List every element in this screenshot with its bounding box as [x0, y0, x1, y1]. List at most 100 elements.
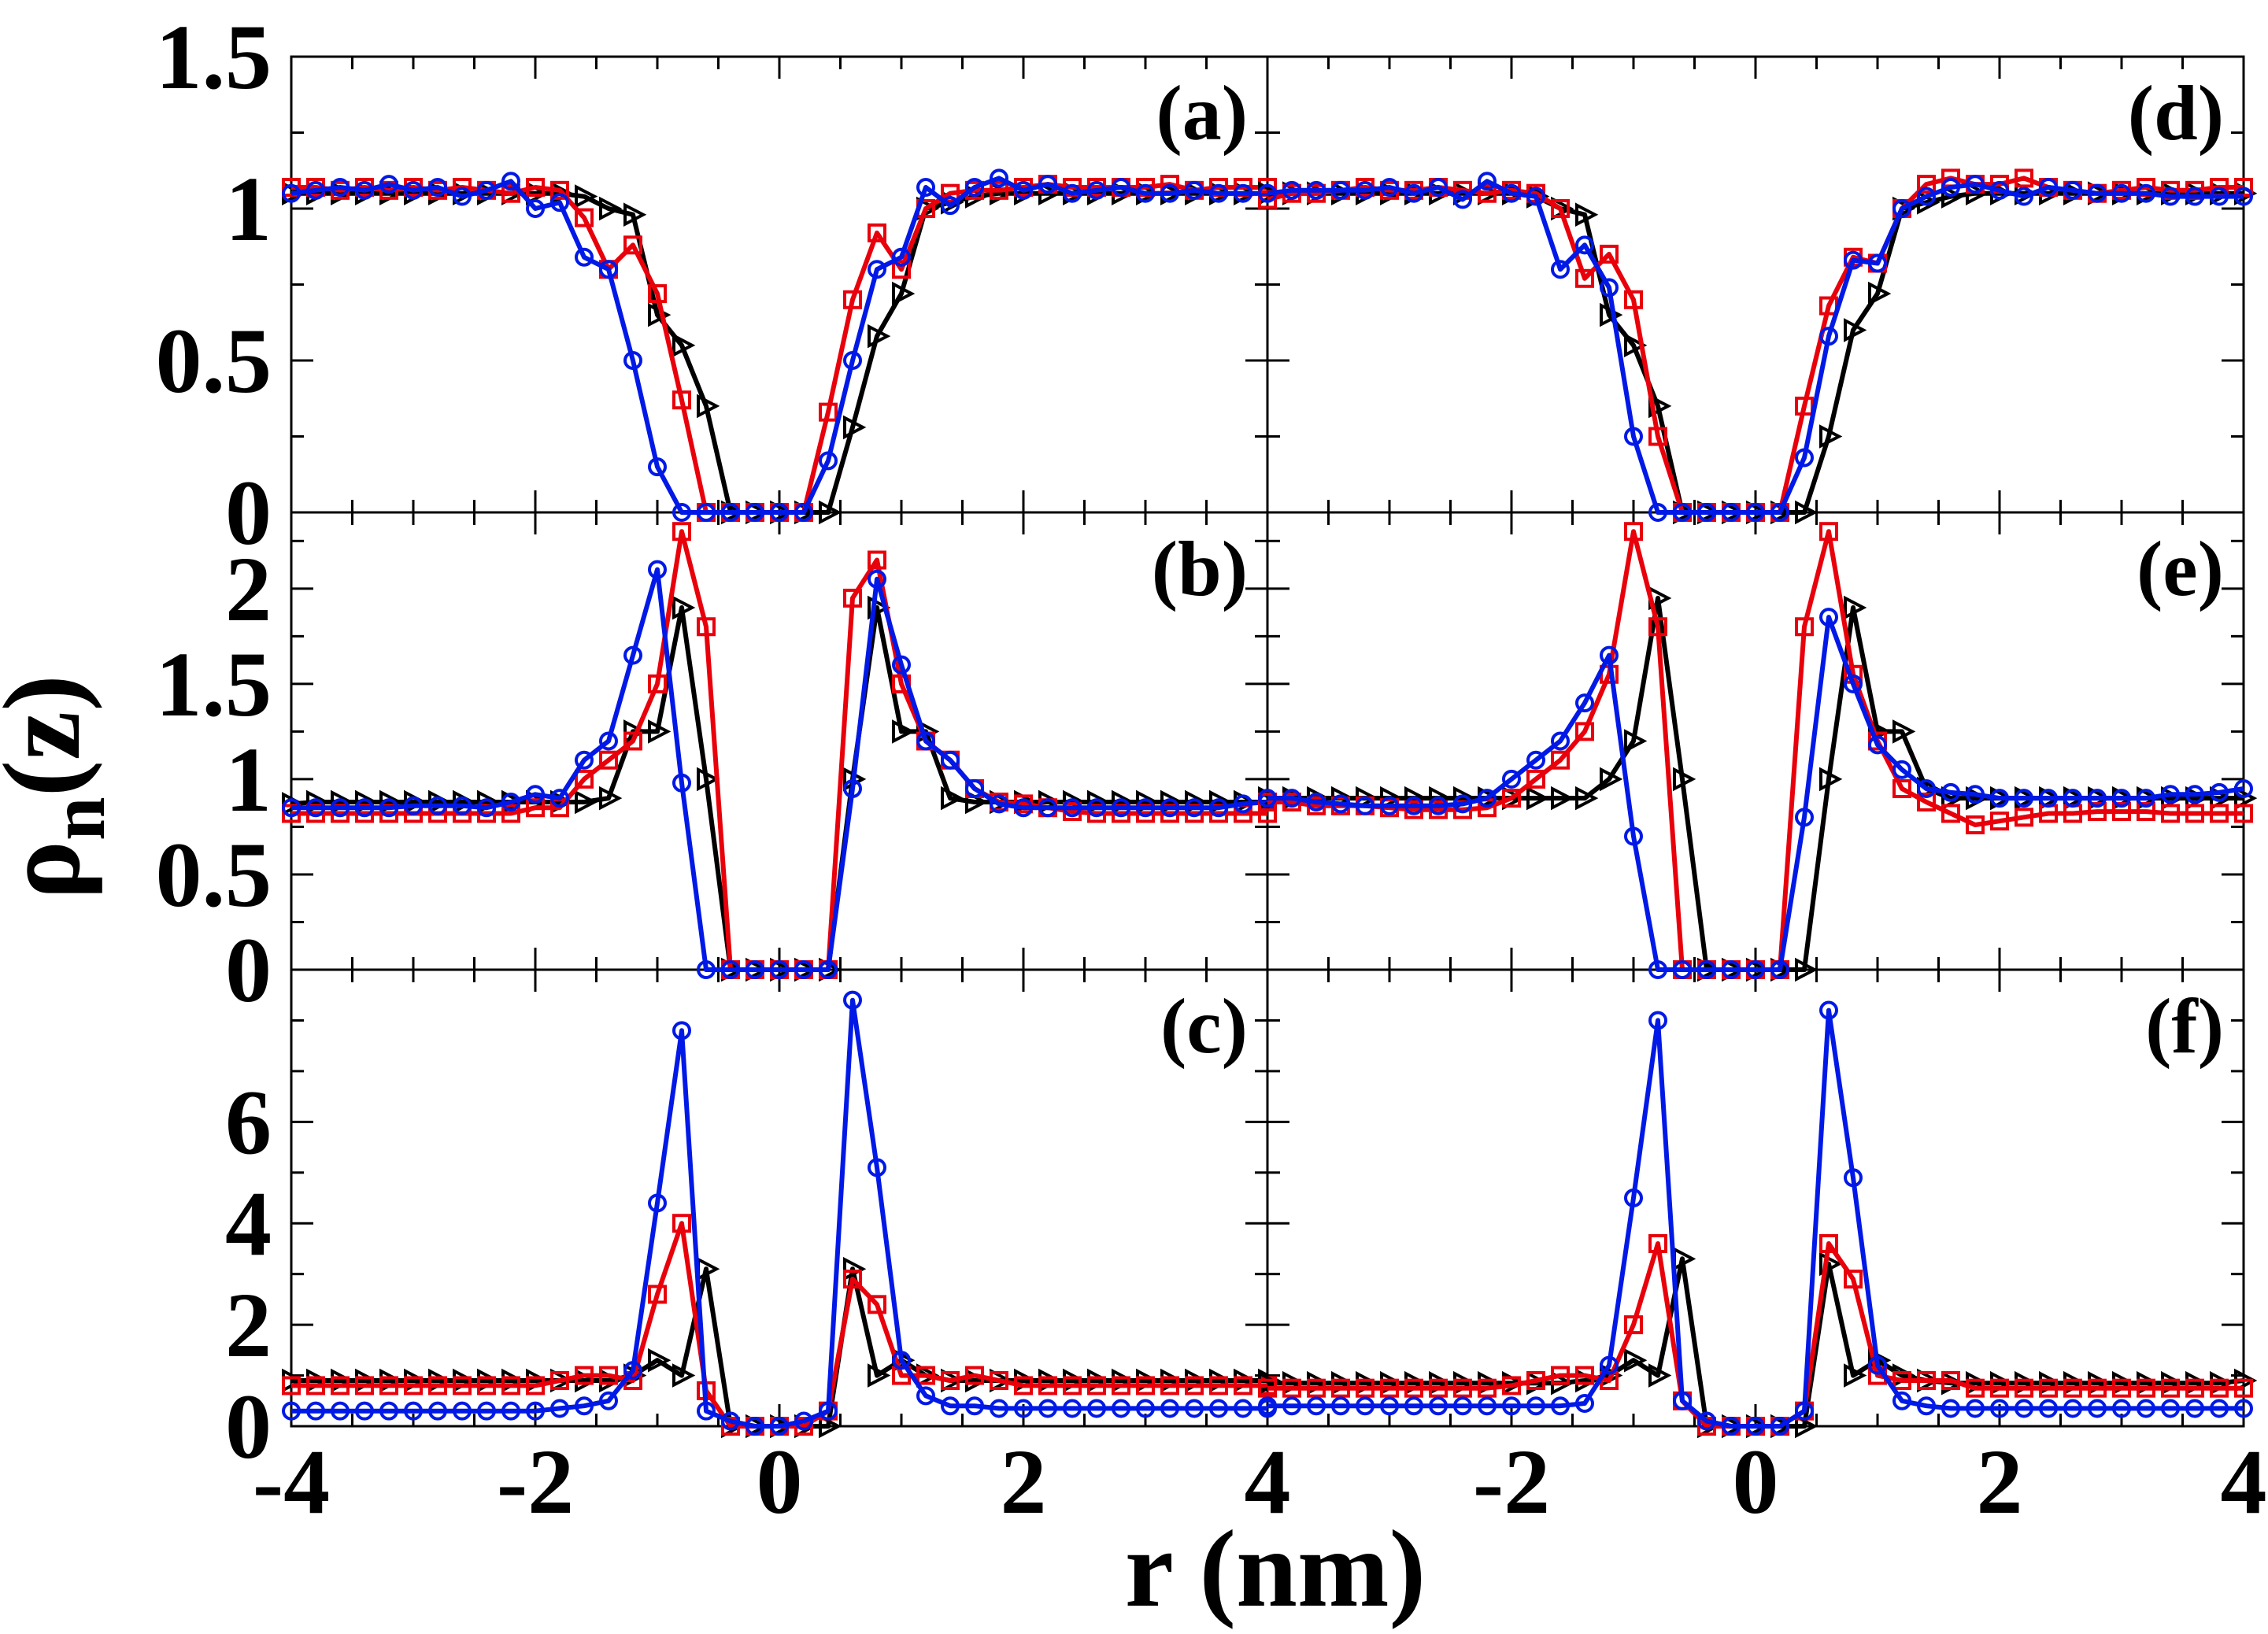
- data-point: [1966, 1399, 1985, 1418]
- data-point: [941, 1371, 960, 1390]
- data-point: [1892, 779, 1911, 799]
- data-point: [2137, 183, 2155, 203]
- data-point: [746, 960, 764, 979]
- data-point: [1014, 1376, 1033, 1396]
- data-point: [526, 798, 545, 818]
- data-point: [1160, 1399, 1179, 1418]
- data-point: [672, 1021, 691, 1041]
- data-point: [1404, 1378, 1423, 1398]
- data-point: [819, 960, 838, 979]
- series-line: [291, 190, 1267, 515]
- series-line: [1267, 529, 2244, 972]
- series-blue-c: [282, 990, 1277, 1436]
- data-point: [2015, 1378, 2033, 1398]
- data-point: [453, 1376, 472, 1396]
- data-point: [623, 645, 642, 665]
- data-point: [2088, 1378, 2107, 1398]
- data-point: [306, 180, 325, 200]
- data-point: [550, 193, 569, 213]
- data-point: [746, 1417, 764, 1436]
- data-point: [1331, 1378, 1350, 1398]
- series-line: [1267, 1007, 2244, 1429]
- data-point: [623, 731, 642, 751]
- series-line: [1267, 179, 2244, 515]
- data-point: [599, 786, 623, 811]
- data-point: [672, 522, 691, 542]
- panel-label: (d): [2128, 69, 2224, 157]
- series-line: [291, 567, 1268, 972]
- data-point: [794, 960, 813, 979]
- data-point: [1624, 1189, 1643, 1207]
- data-point: [843, 779, 862, 799]
- data-point: [2210, 187, 2229, 206]
- data-point: [1136, 1376, 1155, 1396]
- data-point: [1917, 792, 1936, 811]
- panel-frame-b: [290, 511, 1269, 971]
- data-point: [2210, 782, 2229, 802]
- y-tick-label: 0.5: [156, 309, 272, 412]
- data-point: [1795, 396, 1814, 416]
- data-point: [599, 750, 618, 770]
- data-point: [1819, 1251, 1843, 1277]
- series-line: [291, 182, 1267, 515]
- data-point: [379, 798, 398, 818]
- data-point: [428, 177, 447, 197]
- data-point: [331, 1376, 350, 1396]
- data-point: [1966, 815, 1985, 835]
- data-point: [2137, 789, 2155, 808]
- data-point: [746, 503, 764, 522]
- data-point: [282, 177, 301, 197]
- data-point: [819, 500, 842, 525]
- data-point: [1526, 750, 1545, 770]
- data-point: [648, 674, 667, 693]
- data-point: [2112, 1378, 2131, 1398]
- data-point: [306, 1376, 325, 1396]
- data-point: [648, 284, 667, 304]
- data-point: [1868, 253, 1887, 273]
- data-point: [1844, 250, 1863, 270]
- data-point: [1892, 1391, 1911, 1410]
- data-point: [1502, 789, 1521, 808]
- data-point: [1258, 1378, 1277, 1398]
- data-point: [1356, 1378, 1374, 1398]
- data-point: [379, 1401, 398, 1421]
- data-point: [941, 786, 964, 811]
- data-point: [1697, 503, 1716, 522]
- data-point: [1234, 794, 1252, 814]
- data-point: [2185, 804, 2204, 823]
- data-point: [1722, 503, 1741, 522]
- data-point: [1209, 1376, 1228, 1396]
- data-point: [575, 247, 594, 267]
- data-point: [892, 247, 911, 267]
- data-point: [1185, 1399, 1204, 1418]
- data-point: [1453, 1396, 1472, 1416]
- data-point: [1648, 1011, 1667, 1030]
- data-point: [843, 990, 862, 1010]
- data-point: [819, 451, 838, 471]
- data-point: [1892, 1371, 1911, 1390]
- data-point: [477, 1401, 496, 1421]
- y-tick-label: 1: [225, 728, 272, 831]
- data-point: [1941, 1371, 1960, 1390]
- data-point: [1160, 1376, 1179, 1396]
- series-red-e: [1258, 522, 2253, 979]
- data-point: [2185, 1399, 2204, 1418]
- panel-label: (e): [2137, 525, 2224, 612]
- data-point: [1551, 1366, 1570, 1385]
- data-point: [1624, 290, 1643, 309]
- data-point: [843, 588, 862, 608]
- data-point: [2063, 789, 2082, 808]
- data-point: [1502, 183, 1521, 203]
- data-point: [648, 719, 672, 744]
- data-point: [819, 1401, 838, 1421]
- data-point: [697, 767, 720, 792]
- data-point: [1941, 1399, 1960, 1418]
- data-point: [2112, 802, 2131, 822]
- data-point: [1575, 722, 1594, 741]
- data-point: [819, 1414, 842, 1439]
- data-point: [672, 333, 696, 357]
- data-point: [672, 1363, 696, 1388]
- panel-label: (c): [1160, 982, 1248, 1070]
- data-point: [1600, 645, 1619, 665]
